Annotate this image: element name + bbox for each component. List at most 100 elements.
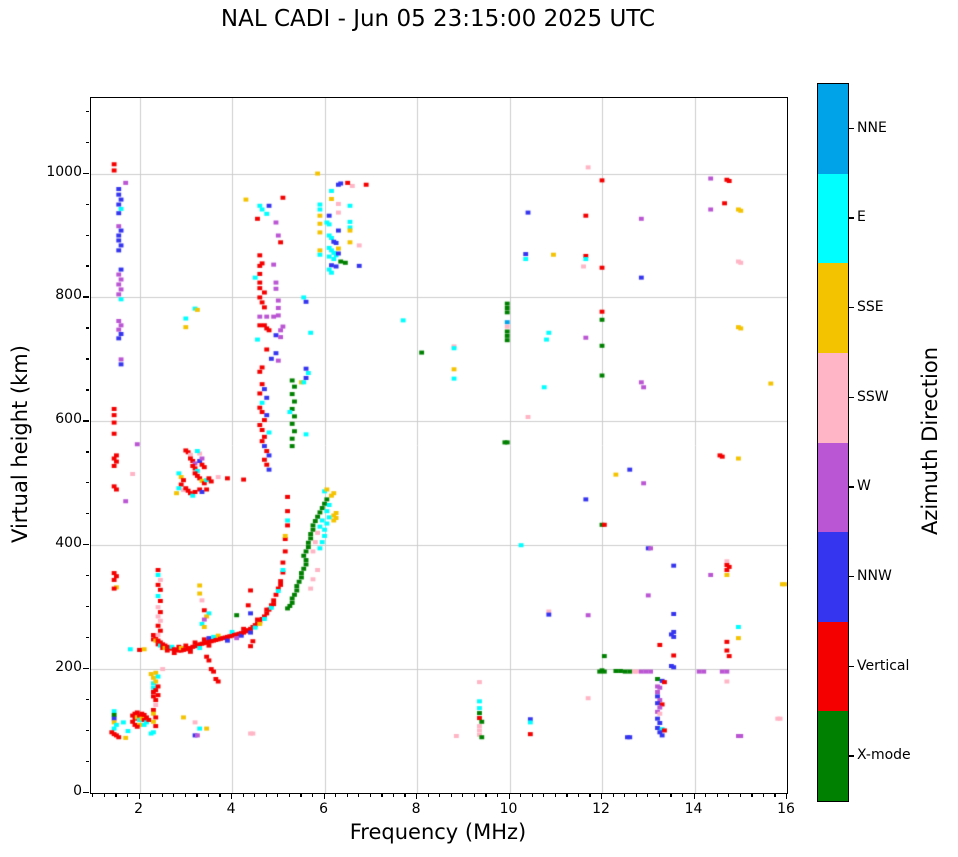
- x-minor-tick: [774, 793, 776, 797]
- x-minor-tick: [577, 793, 580, 797]
- colorbar-label: Azimuth Direction: [918, 346, 942, 536]
- chart-title: NAL CADI - Jun 05 23:15:00 2025 UTC: [220, 6, 656, 32]
- x-minor-tick: [496, 793, 499, 797]
- x-minor-tick: [751, 793, 753, 797]
- x-minor-tick: [404, 793, 406, 797]
- colorbar-tick: [849, 127, 854, 130]
- y-minor-tick: [85, 513, 89, 515]
- x-minor-tick: [705, 793, 707, 797]
- x-minor-tick: [369, 793, 371, 797]
- x-minor-tick: [381, 793, 383, 797]
- y-tick-label: 800: [55, 287, 82, 304]
- x-minor-tick: [543, 793, 545, 797]
- y-minor-tick: [85, 327, 89, 329]
- x-minor-tick: [92, 793, 94, 797]
- x-minor-tick: [126, 793, 129, 797]
- y-minor-tick: [85, 358, 89, 360]
- colorbar-tick: [849, 755, 854, 757]
- colorbar-segment-SSE: [818, 263, 848, 353]
- x-minor-tick: [335, 793, 337, 797]
- x-major-tick: [786, 793, 788, 799]
- x-tick-label: 8: [411, 801, 421, 817]
- x-minor-tick: [566, 793, 568, 797]
- x-minor-tick: [265, 793, 267, 797]
- x-minor-tick: [681, 793, 684, 797]
- colorbar-segment-SSW: [818, 352, 848, 443]
- x-minor-tick: [739, 793, 741, 797]
- y-minor-tick: [85, 265, 89, 267]
- colorbar-category-label: NNE: [857, 119, 887, 136]
- colorbar-tick: [849, 575, 854, 578]
- colorbar-segment-E: [818, 173, 848, 264]
- x-minor-tick: [670, 793, 672, 797]
- y-minor-tick: [85, 389, 89, 391]
- x-major-tick: [416, 793, 418, 799]
- x-tick-label: 12: [592, 801, 610, 817]
- colorbar-category-label: E: [857, 209, 866, 226]
- x-major-tick: [693, 793, 695, 799]
- colorbar-category-label: NNW: [857, 567, 892, 584]
- x-minor-tick: [392, 793, 395, 797]
- x-minor-tick: [462, 793, 464, 797]
- x-tick-label: 16: [777, 801, 795, 817]
- x-minor-tick: [485, 793, 487, 797]
- y-major-tick: [83, 792, 89, 794]
- x-major-tick: [323, 793, 325, 799]
- x-minor-tick: [173, 793, 175, 797]
- y-minor-tick: [85, 730, 89, 732]
- x-major-tick: [231, 793, 233, 799]
- colorbar-category-label: SSW: [857, 388, 889, 405]
- x-minor-tick: [612, 793, 614, 797]
- y-major-tick: [83, 420, 89, 422]
- y-minor-tick: [85, 451, 89, 453]
- x-minor-tick: [716, 793, 718, 797]
- y-minor-tick: [85, 482, 89, 484]
- colorbar-tick: [849, 307, 854, 309]
- y-tick-label: 200: [55, 659, 82, 676]
- colorbar-segment-NNW: [818, 532, 848, 622]
- x-tick-label: 6: [319, 801, 328, 817]
- x-minor-tick: [311, 793, 314, 797]
- x-minor-tick: [531, 793, 533, 797]
- x-minor-tick: [161, 793, 163, 797]
- x-minor-tick: [473, 793, 476, 797]
- x-minor-tick: [219, 793, 221, 797]
- colorbar-tick: [849, 217, 854, 219]
- x-minor-tick: [624, 793, 626, 797]
- y-tick-label: 0: [73, 783, 82, 799]
- colorbar: [817, 83, 849, 802]
- x-minor-tick: [647, 793, 649, 797]
- colorbar-tick: [849, 486, 854, 488]
- x-minor-tick: [554, 793, 556, 797]
- x-minor-tick: [184, 793, 186, 797]
- plot-area: [90, 97, 788, 794]
- x-major-tick: [508, 793, 510, 799]
- y-axis-label: Virtual height (km): [8, 345, 32, 543]
- x-tick-label: 2: [134, 801, 144, 817]
- y-minor-tick: [85, 575, 89, 577]
- x-minor-tick: [254, 793, 256, 797]
- x-minor-tick: [450, 793, 452, 797]
- x-minor-tick: [658, 793, 660, 797]
- colorbar-category-label: SSE: [857, 299, 884, 316]
- x-tick-label: 10: [499, 801, 518, 817]
- colorbar-tick: [849, 665, 854, 667]
- x-minor-tick: [346, 793, 348, 797]
- x-minor-tick: [635, 793, 637, 797]
- x-minor-tick: [150, 793, 152, 797]
- y-minor-tick: [85, 761, 89, 763]
- x-minor-tick: [589, 793, 591, 797]
- y-minor-tick: [85, 141, 89, 143]
- y-minor-tick: [85, 637, 89, 639]
- x-tick-label: 4: [226, 801, 236, 817]
- colorbar-segment-Vertical: [818, 621, 848, 712]
- ionogram-canvas: [91, 98, 787, 793]
- colorbar-tick: [849, 396, 854, 399]
- y-minor-tick: [85, 699, 89, 701]
- x-minor-tick: [300, 793, 302, 797]
- colorbar-segment-W: [818, 442, 848, 533]
- x-major-tick: [601, 793, 603, 799]
- y-major-tick: [83, 172, 89, 174]
- x-tick-label: 14: [684, 801, 703, 817]
